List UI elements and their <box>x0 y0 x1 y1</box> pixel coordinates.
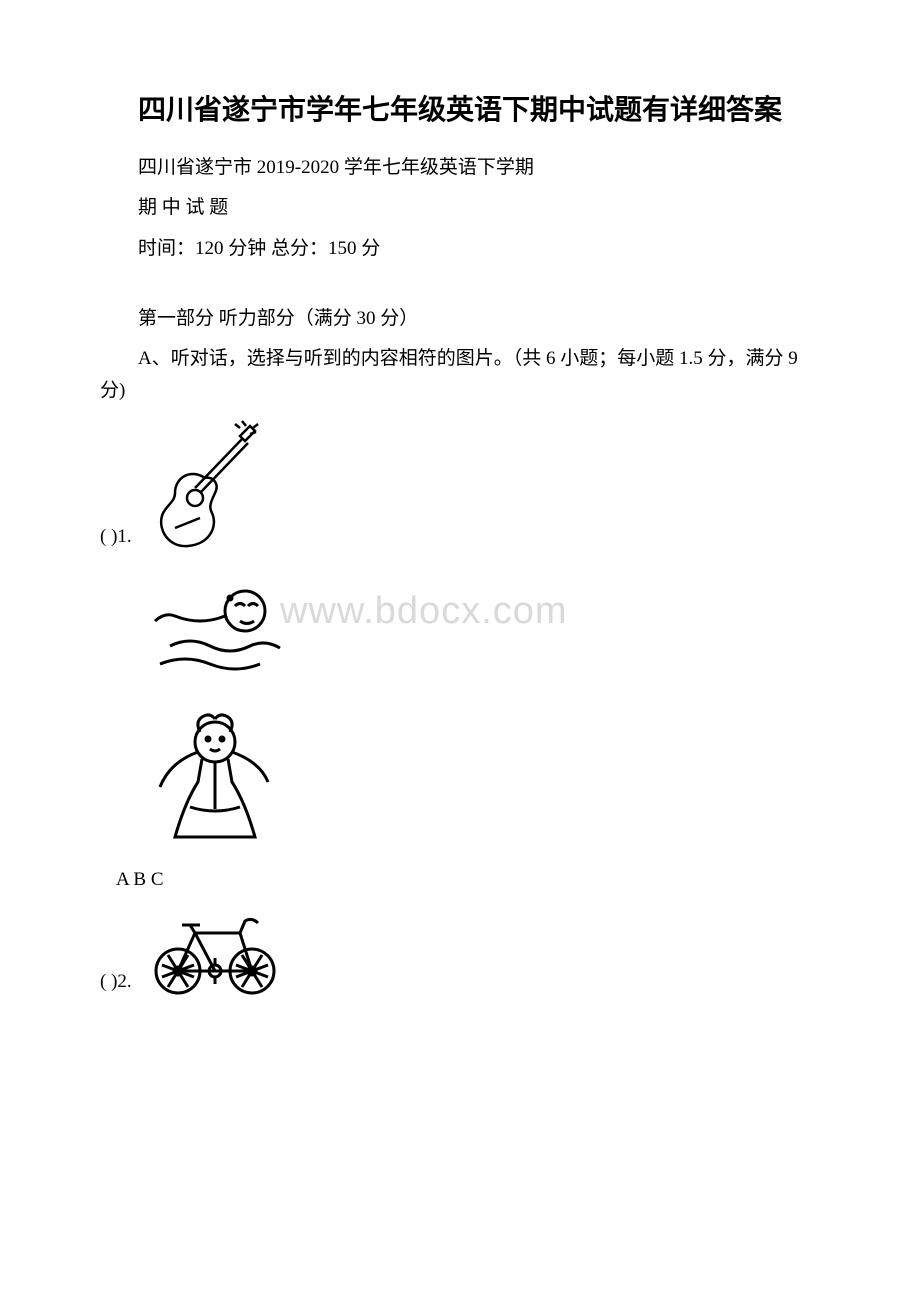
guitar-icon <box>140 418 270 558</box>
question-1: ( )1. <box>100 418 820 558</box>
bicycle-icon <box>140 903 290 1003</box>
part1-heading: 第一部分 听力部分（满分 30 分） <box>100 303 820 335</box>
dancer-icon <box>140 707 820 857</box>
watermark-text: www.bdocx.com <box>280 590 568 633</box>
exam-label: 期 中 试 题 <box>100 192 820 224</box>
options-abc: A B C <box>116 869 820 891</box>
page-title: 四川省遂宁市学年七年级英语下期中试题有详细答案 <box>100 90 820 132</box>
section-a: A、听对话，选择与听到的内容相符的图片。（共 6 小题；每小题 1.5 分，满分… <box>100 343 820 408</box>
time-info: 时间：120 分钟 总分：150 分 <box>100 233 820 265</box>
subtitle: 四川省遂宁市 2019-2020 学年七年级英语下学期 <box>100 152 820 184</box>
q2-number: ( )2. <box>100 971 132 1003</box>
question-2: ( )2. <box>100 903 820 1003</box>
q1-number: ( )1. <box>100 526 132 558</box>
swimmer-icon <box>140 576 300 686</box>
